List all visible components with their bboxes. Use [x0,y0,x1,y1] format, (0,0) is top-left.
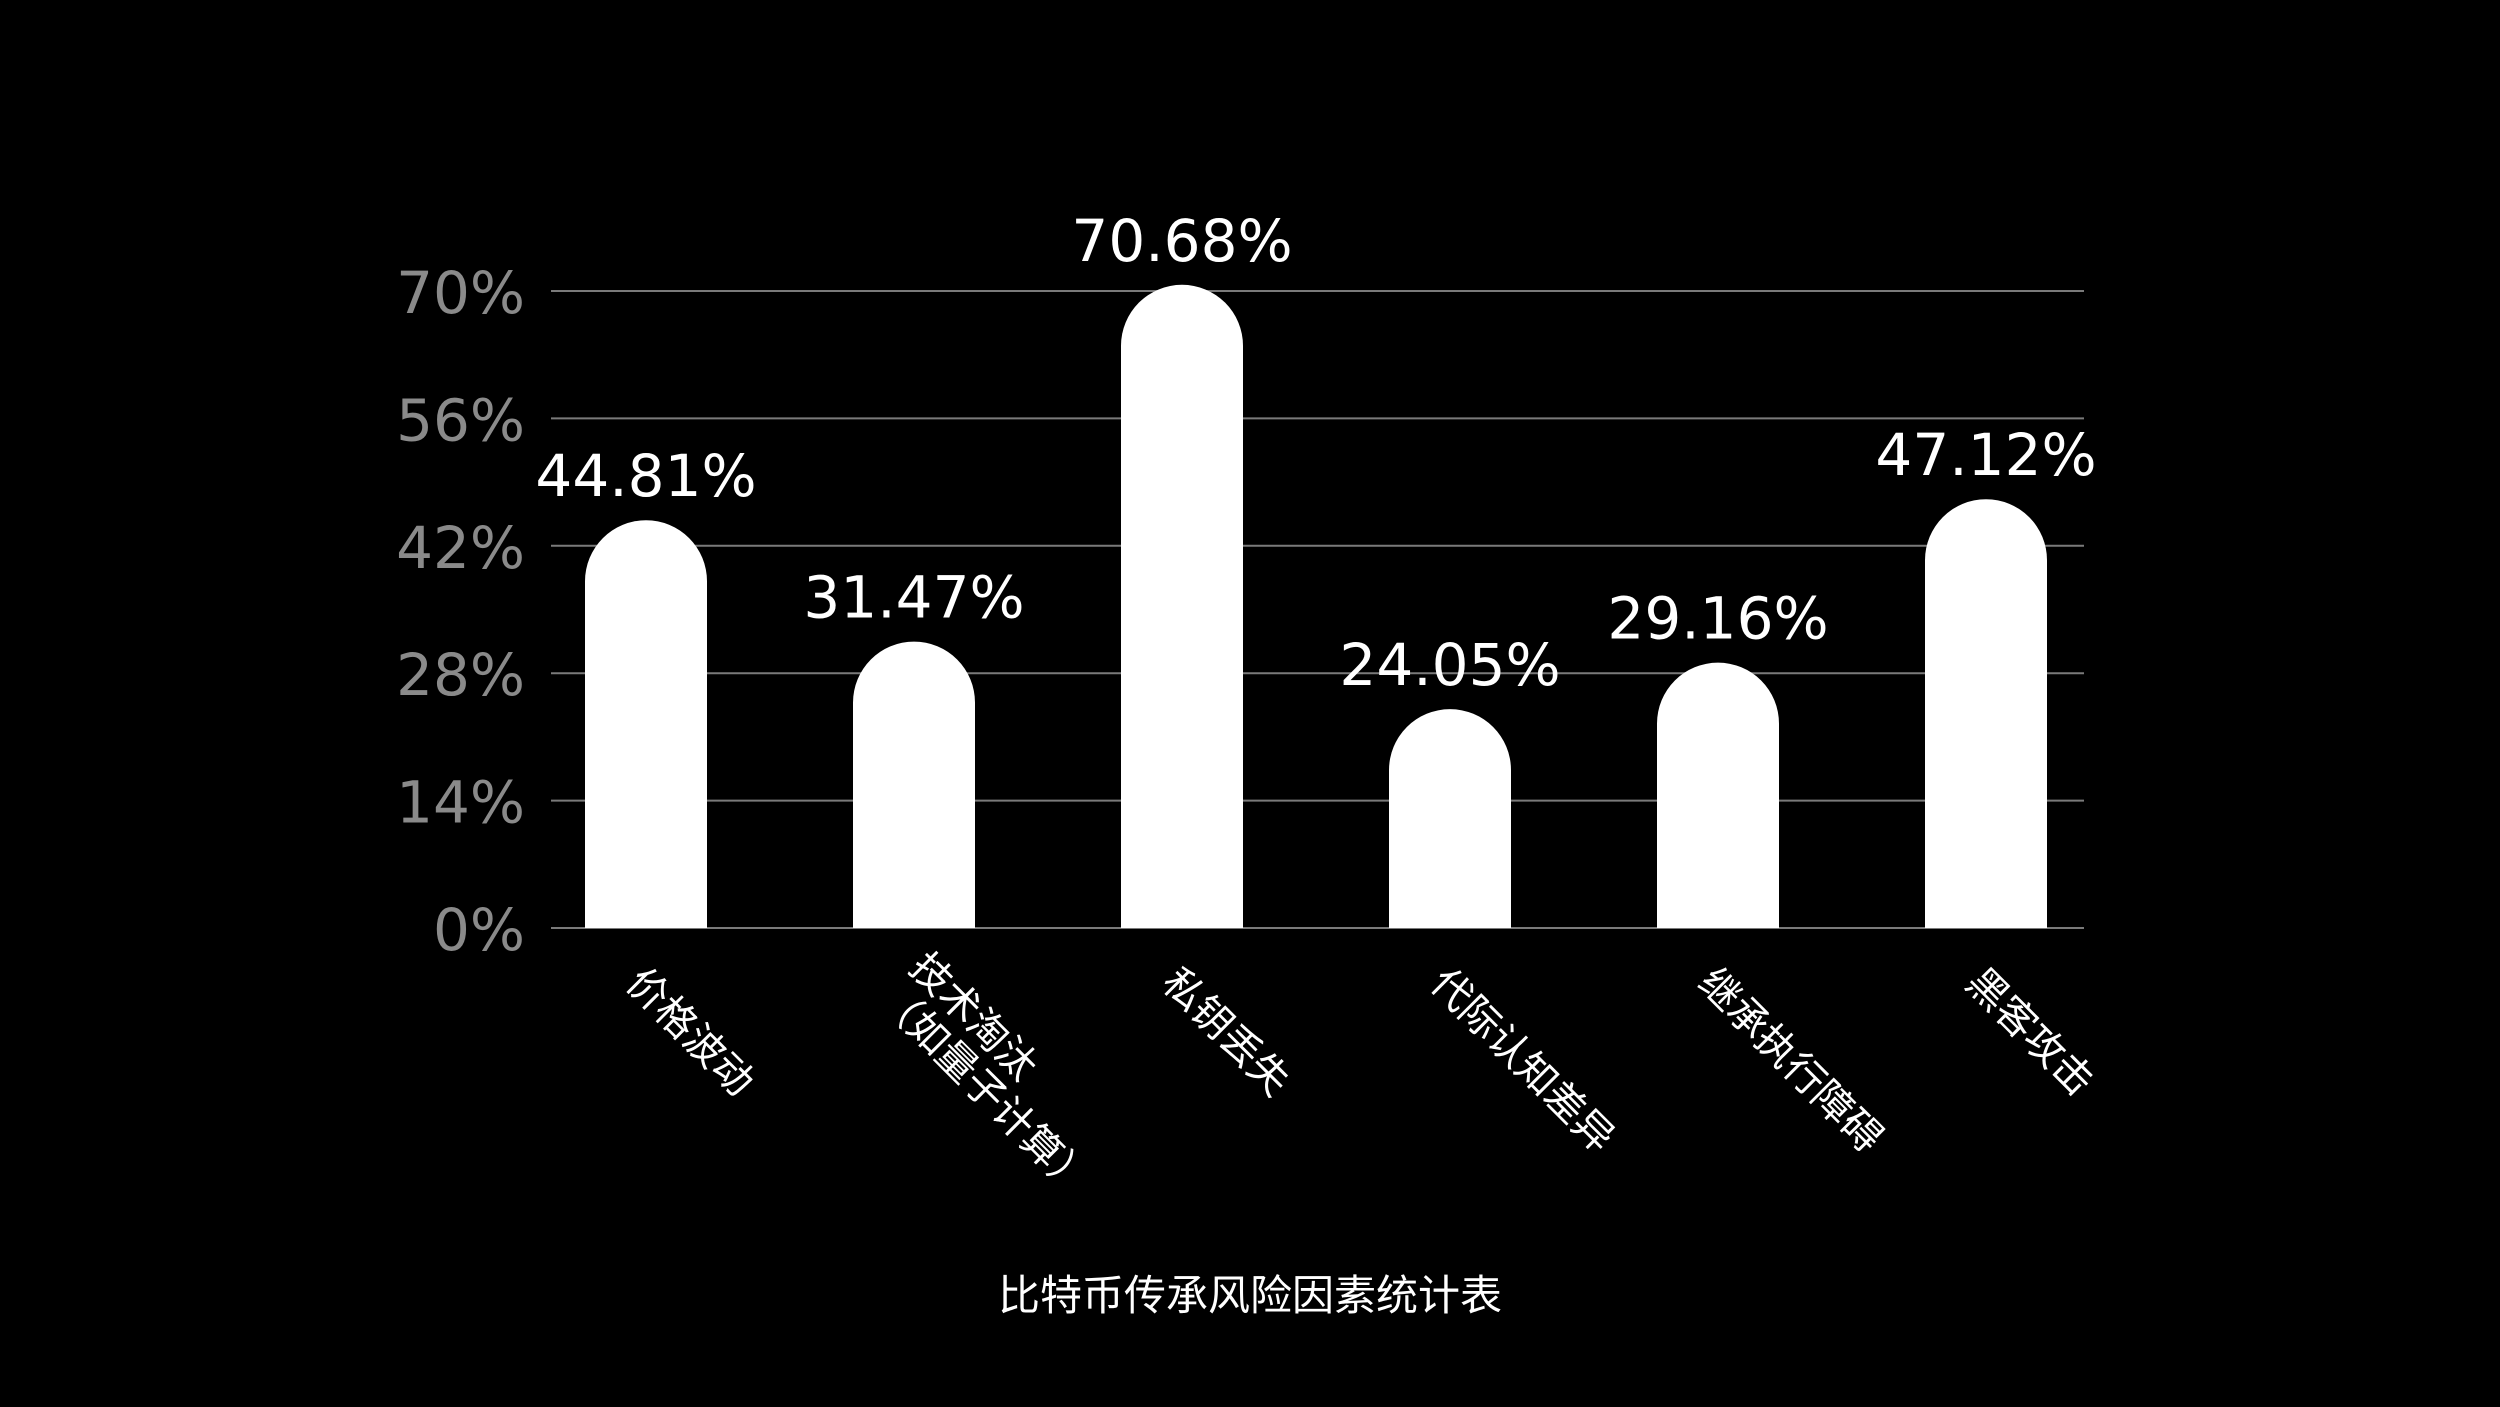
bar [585,520,707,928]
value-label: 47.12% [1875,421,2096,489]
y-tick-label: 0% [433,896,525,964]
category-label: 技术淘汰（如量子计算） [869,944,1100,1206]
y-tick-label: 70% [396,259,525,327]
category-label-line: 代际认知差异 [1421,960,1623,1162]
category-label: 价格波动 [617,960,763,1106]
y-tick-label: 56% [396,386,525,454]
category-label: 私钥丢失 [1153,960,1299,1106]
category-label-line: 黑客攻击 [1957,960,2103,1106]
value-label: 44.81% [535,442,756,510]
bar [853,641,975,928]
bar [1389,709,1511,928]
bar [1925,499,2047,928]
bar [1657,662,1779,928]
y-axis-tick-labels: 0% 14% 28% 42% 56% 70% [396,259,525,964]
category-label: 继承执行障碍 [1689,960,1891,1162]
category-label: 代际认知差异 [1421,960,1623,1162]
x-axis-category-labels: 价格波动 技术淘汰（如量子计算） 私钥丢失 代际认知差异 继承执行障碍 黑客攻击 [617,944,2103,1206]
category-label-line: 继承执行障碍 [1689,960,1891,1162]
category-label-line: 价格波动 [617,960,763,1106]
value-label: 29.16% [1607,585,1828,653]
value-label: 70.68% [1071,207,1292,275]
y-tick-label: 28% [396,641,525,709]
value-labels: 44.81% 31.47% 70.68% 24.05% 29.16% 47.12% [535,207,2096,699]
category-label: 黑客攻击 [1957,960,2103,1106]
value-label: 24.05% [1339,631,1560,699]
y-tick-label: 14% [396,769,525,837]
bars [585,284,2047,928]
y-tick-label: 42% [396,514,525,582]
value-label: 31.47% [803,564,1024,632]
grid-lines [551,290,2084,929]
bar [1121,284,1243,928]
chart-caption: 比特币传承风险因素统计表 [997,1271,1502,1320]
category-label-line: 私钥丢失 [1153,960,1299,1106]
